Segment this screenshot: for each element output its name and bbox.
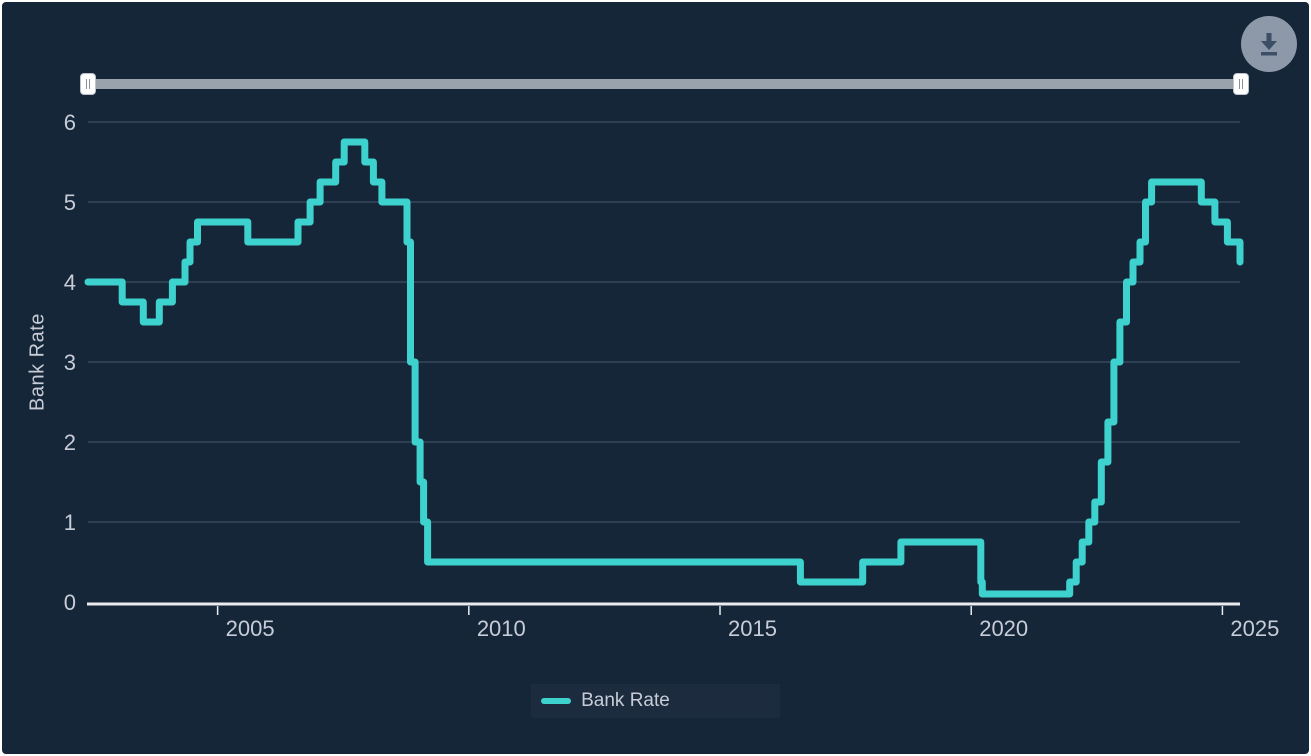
svg-text:2005: 2005 <box>226 616 275 641</box>
range-slider-track[interactable] <box>88 79 1243 89</box>
svg-text:2: 2 <box>64 430 76 455</box>
svg-text:4: 4 <box>64 270 76 295</box>
download-icon <box>1261 33 1277 56</box>
y-axis-title: Bank Rate <box>26 313 49 411</box>
svg-text:0: 0 <box>64 590 76 615</box>
svg-text:1: 1 <box>64 510 76 535</box>
legend-item-bank-rate[interactable]: Bank Rate <box>531 684 780 718</box>
download-button[interactable] <box>1241 16 1297 72</box>
handle-grip-icon <box>1242 79 1243 89</box>
svg-text:3: 3 <box>64 350 76 375</box>
svg-text:2020: 2020 <box>979 616 1028 641</box>
handle-grip-icon <box>86 79 87 89</box>
svg-text:6: 6 <box>64 110 76 135</box>
legend-line-swatch <box>541 698 572 704</box>
gridlines <box>88 121 1240 523</box>
y-axis-labels: 0 1 2 3 4 5 6 <box>64 110 76 615</box>
range-slider-handle-left[interactable] <box>80 73 96 95</box>
range-slider-handle-right[interactable] <box>1233 73 1249 95</box>
svg-text:2025: 2025 <box>1230 616 1279 641</box>
svg-text:2010: 2010 <box>477 616 526 641</box>
x-axis-labels: 2005 2010 2015 2020 2025 <box>216 606 1279 641</box>
legend-label: Bank Rate <box>581 690 670 711</box>
svg-text:5: 5 <box>64 190 76 215</box>
handle-grip-icon <box>1239 79 1240 89</box>
handle-grip-icon <box>89 79 90 89</box>
legend: Bank Rate <box>2 684 1309 718</box>
svg-text:2015: 2015 <box>728 616 777 641</box>
bank-rate-line-series[interactable] <box>84 138 1244 598</box>
